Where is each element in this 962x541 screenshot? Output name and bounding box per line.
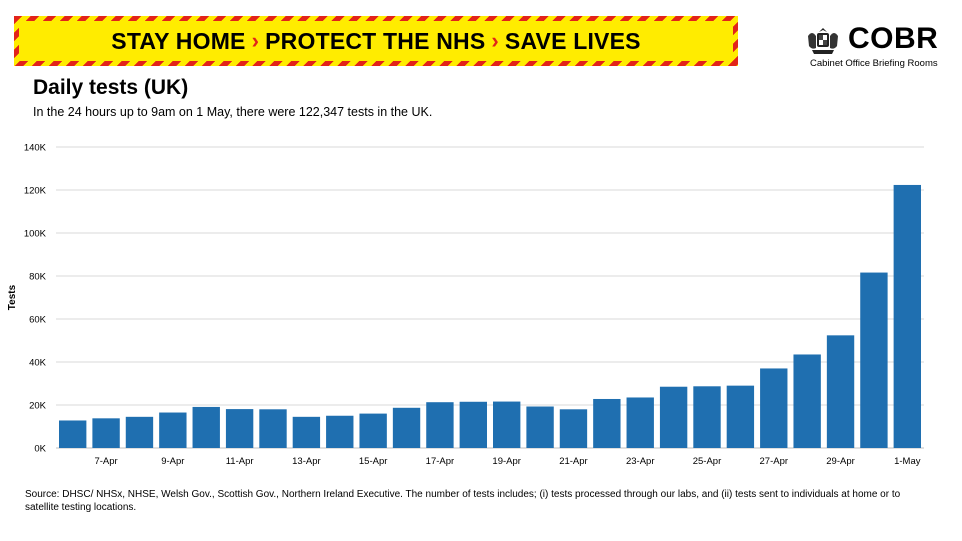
bar-23-Apr [626, 397, 654, 448]
bar-14-Apr [326, 415, 354, 448]
y-tick-label: 120K [24, 186, 47, 197]
bar-10-Apr [192, 406, 220, 448]
bar-12-Apr [259, 409, 287, 448]
x-tick-label: 21-Apr [559, 456, 588, 467]
x-tick-label: 23-Apr [626, 456, 655, 467]
bar-21-Apr [559, 409, 588, 448]
bar-15-Apr [359, 413, 387, 448]
x-tick-label: 15-Apr [359, 456, 388, 467]
x-tick-label: 7-Apr [94, 456, 117, 467]
slogan-protect-nhs: PROTECT THE NHS [265, 27, 486, 54]
bar-18-Apr [459, 401, 487, 448]
source-footnote: Source: DHSC/ NHSx, NHSE, Welsh Gov., Sc… [25, 489, 901, 513]
x-tick-label: 17-Apr [426, 456, 455, 467]
x-tick-label: 1-May [894, 456, 921, 467]
bar-11-Apr [225, 409, 254, 448]
bar-1-May [893, 184, 921, 448]
bar-27-Apr [760, 368, 788, 448]
x-tick-label: 11-Apr [226, 456, 254, 467]
bar-17-Apr [426, 402, 454, 448]
y-tick-label: 20K [29, 401, 47, 412]
x-tick-label: 27-Apr [760, 456, 789, 467]
slogan-stay-home: STAY HOME [111, 27, 246, 54]
bar-9-Apr [159, 412, 187, 448]
bar-22-Apr [593, 398, 621, 448]
bar-16-Apr [392, 407, 421, 448]
x-tick-label: 25-Apr [693, 456, 722, 467]
logo-name: COBR [848, 22, 939, 55]
bar-6-Apr [59, 420, 87, 448]
cobr-logo: COBR Cabinet Office Briefing Rooms [804, 22, 944, 72]
bar-7-Apr [92, 418, 120, 448]
chevron-right-icon: › [251, 28, 260, 53]
y-tick-label: 0K [34, 444, 46, 455]
bar-25-Apr [693, 386, 721, 448]
chevron-right-icon: › [491, 28, 499, 53]
y-tick-label: 60K [29, 315, 47, 326]
y-axis-label: Tests [7, 284, 18, 310]
slogan-banner-text: STAY HOME › PROTECT THE NHS › SAVE LIVES [19, 21, 733, 61]
slogan-save-lives: SAVE LIVES [504, 27, 641, 54]
y-tick-label: 80K [29, 272, 47, 283]
y-tick-label: 140K [24, 143, 47, 154]
x-tick-label: 9-Apr [161, 456, 184, 467]
x-tick-label: 13-Apr [292, 456, 321, 467]
x-tick-label: 29-Apr [826, 456, 855, 467]
page-title: Daily tests (UK) [33, 76, 189, 99]
bar-24-Apr [659, 386, 688, 448]
daily-tests-bar-chart: 0K 20K 40K 60K 80K 100K 120K 140K Tests 7-Apr 9-Ap… [7, 143, 924, 467]
bar-20-Apr [526, 406, 554, 448]
y-tick-label: 40K [29, 358, 47, 369]
bar-19-Apr [493, 401, 521, 448]
slogan-banner: STAY HOME › PROTECT THE NHS › SAVE LIVES [14, 16, 738, 66]
bar-29-Apr [826, 335, 855, 448]
bar-30-Apr [860, 272, 888, 448]
bar-13-Apr [292, 416, 321, 448]
royal-crest-icon [808, 28, 838, 54]
bar-8-Apr [125, 416, 154, 448]
bar-26-Apr [726, 385, 755, 448]
y-tick-label: 100K [24, 229, 47, 240]
logo-subtitle: Cabinet Office Briefing Rooms [810, 58, 938, 69]
x-tick-label: 19-Apr [492, 456, 521, 467]
bar-28-Apr [793, 354, 821, 448]
page-subtitle: In the 24 hours up to 9am on 1 May, ther… [33, 105, 433, 119]
